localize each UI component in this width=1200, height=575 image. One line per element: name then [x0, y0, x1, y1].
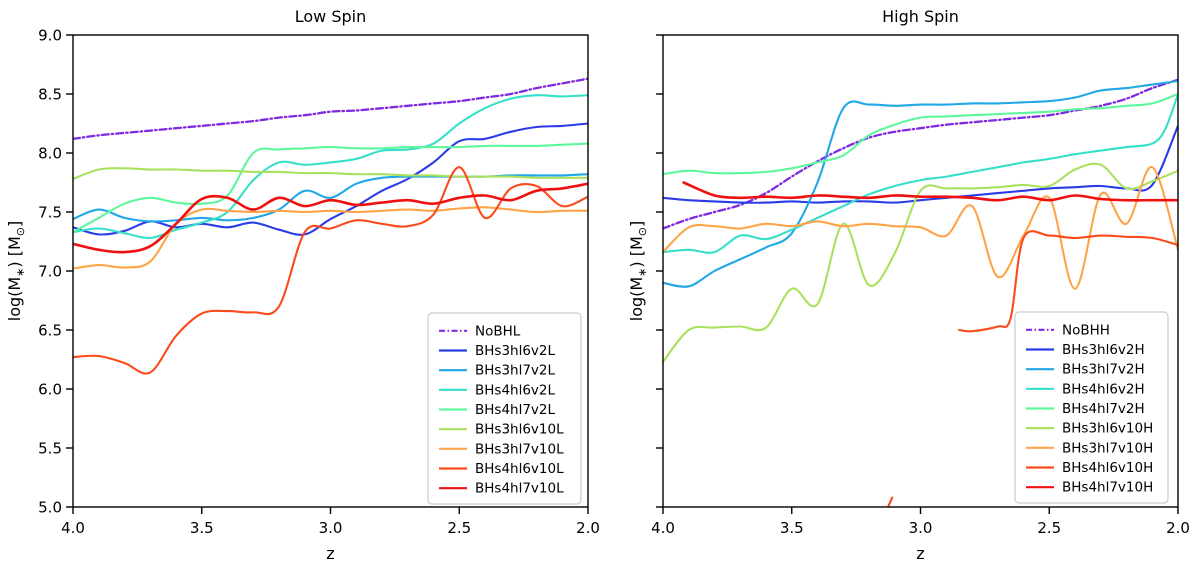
- series-path-BHs3hl6v2L: [73, 122, 588, 236]
- series-path-BHs3hl7v10H: [663, 166, 1178, 290]
- legend-box: [427, 312, 582, 505]
- legend-label: NoBHH: [1062, 322, 1110, 338]
- legend-label: BHs4hl7v10L: [475, 481, 564, 497]
- legend-label: BHs4hl6v10H: [1062, 460, 1153, 476]
- series-path-BHs4hl6v2L: [73, 94, 588, 240]
- series-path-BHs3hl6v10L: [73, 167, 588, 181]
- series-path-BHs3hl7v2H: [663, 79, 1178, 288]
- series-path-BHs4hl6v2H: [663, 92, 1178, 254]
- legend-label: BHs3hl6v10H: [1062, 421, 1153, 437]
- panel-low-spin: 9.0 8.5 8.0 7.5 7.0 6.5 6.0 5.5 5.0 4.0 3.5 3.0 2.5 2…: [5, 7, 600, 563]
- series-path-NoBHL: [73, 77, 588, 140]
- legend-label: BHs3hl7v10L: [475, 441, 564, 457]
- legend-label: BHs4hl7v2H: [1062, 401, 1145, 417]
- x-tick-label: 3.5: [780, 519, 804, 537]
- x-tick-label: 3.5: [190, 519, 214, 537]
- y-tick-label: 7.0: [38, 263, 62, 281]
- x-tick-label: 3.0: [909, 519, 933, 537]
- series-path-BHs4hl6v10H: [958, 230, 1178, 333]
- y-tick-label: 6.5: [38, 322, 62, 340]
- y-tick-label: 8.5: [38, 86, 62, 104]
- y-axis-label: log(M∗) [M⊙]: [627, 221, 649, 322]
- x-tick-label: 4.0: [61, 519, 85, 537]
- y-axis-label: log(M∗) [M⊙]: [5, 221, 27, 322]
- series-path-BHs4hl7v2L: [73, 142, 588, 234]
- legend-label: BHs4hl7v2L: [475, 402, 556, 418]
- y-tick-label: 5.5: [38, 440, 62, 458]
- x-tick-label: 2.5: [447, 519, 471, 537]
- x-tick-label: 3.0: [319, 519, 343, 537]
- panel-title: High Spin: [882, 7, 959, 26]
- x-tick-label: 2.5: [1037, 519, 1061, 537]
- legend-label: BHs3hl6v2H: [1062, 342, 1145, 358]
- x-axis-label: z: [916, 544, 924, 563]
- y-tick-label: 7.5: [38, 204, 62, 222]
- legend-label: BHs3hl7v10H: [1062, 440, 1153, 456]
- y-tick-label: 9.0: [38, 27, 62, 45]
- series-layer: [663, 78, 1178, 507]
- x-axis-label: z: [326, 544, 334, 563]
- series-layer: [73, 77, 588, 375]
- series-path-NoBHH: [663, 78, 1178, 230]
- legend-label: BHs3hl7v2L: [475, 363, 556, 379]
- legend-label: BHs3hl6v10L: [475, 422, 564, 438]
- legend-label: BHs4hl7v10H: [1062, 480, 1153, 496]
- x-tick-label: 2.0: [1166, 519, 1190, 537]
- x-tick-label: 2.0: [576, 519, 600, 537]
- series-path-BHs4hl7v2H: [663, 92, 1178, 176]
- y-tick-label: 8.0: [38, 145, 62, 163]
- series-path-BHs4hl7v10L: [73, 182, 588, 254]
- series-path-BHs3hl6v2H: [663, 124, 1178, 204]
- y-tick-label: 6.0: [38, 381, 62, 399]
- legend-label: BHs3hl7v2H: [1062, 362, 1145, 378]
- series-path-BHs3hl6v10H: [663, 162, 1178, 363]
- series-path-BHs3hl7v10L: [73, 206, 588, 270]
- y-tick-label: 5.0: [38, 499, 62, 517]
- legend-label: BHs4hl6v10L: [475, 461, 564, 477]
- legend-label: BHs4hl6v2H: [1062, 381, 1145, 397]
- panel-high-spin: 4.0 3.5 3.0 2.5 2.0 High Spin z log(M∗) [M⊙] NoB…: [627, 7, 1190, 563]
- legend-label: BHs4hl6v2L: [475, 382, 556, 398]
- x-tick-label: 4.0: [651, 519, 675, 537]
- panel-title: Low Spin: [295, 7, 367, 26]
- legend-label: NoBHL: [475, 323, 521, 339]
- legend-label: BHs3hl6v2L: [475, 343, 556, 359]
- legend-box: [1014, 311, 1169, 504]
- series-path-BHs4hl7v10H: [682, 181, 1178, 202]
